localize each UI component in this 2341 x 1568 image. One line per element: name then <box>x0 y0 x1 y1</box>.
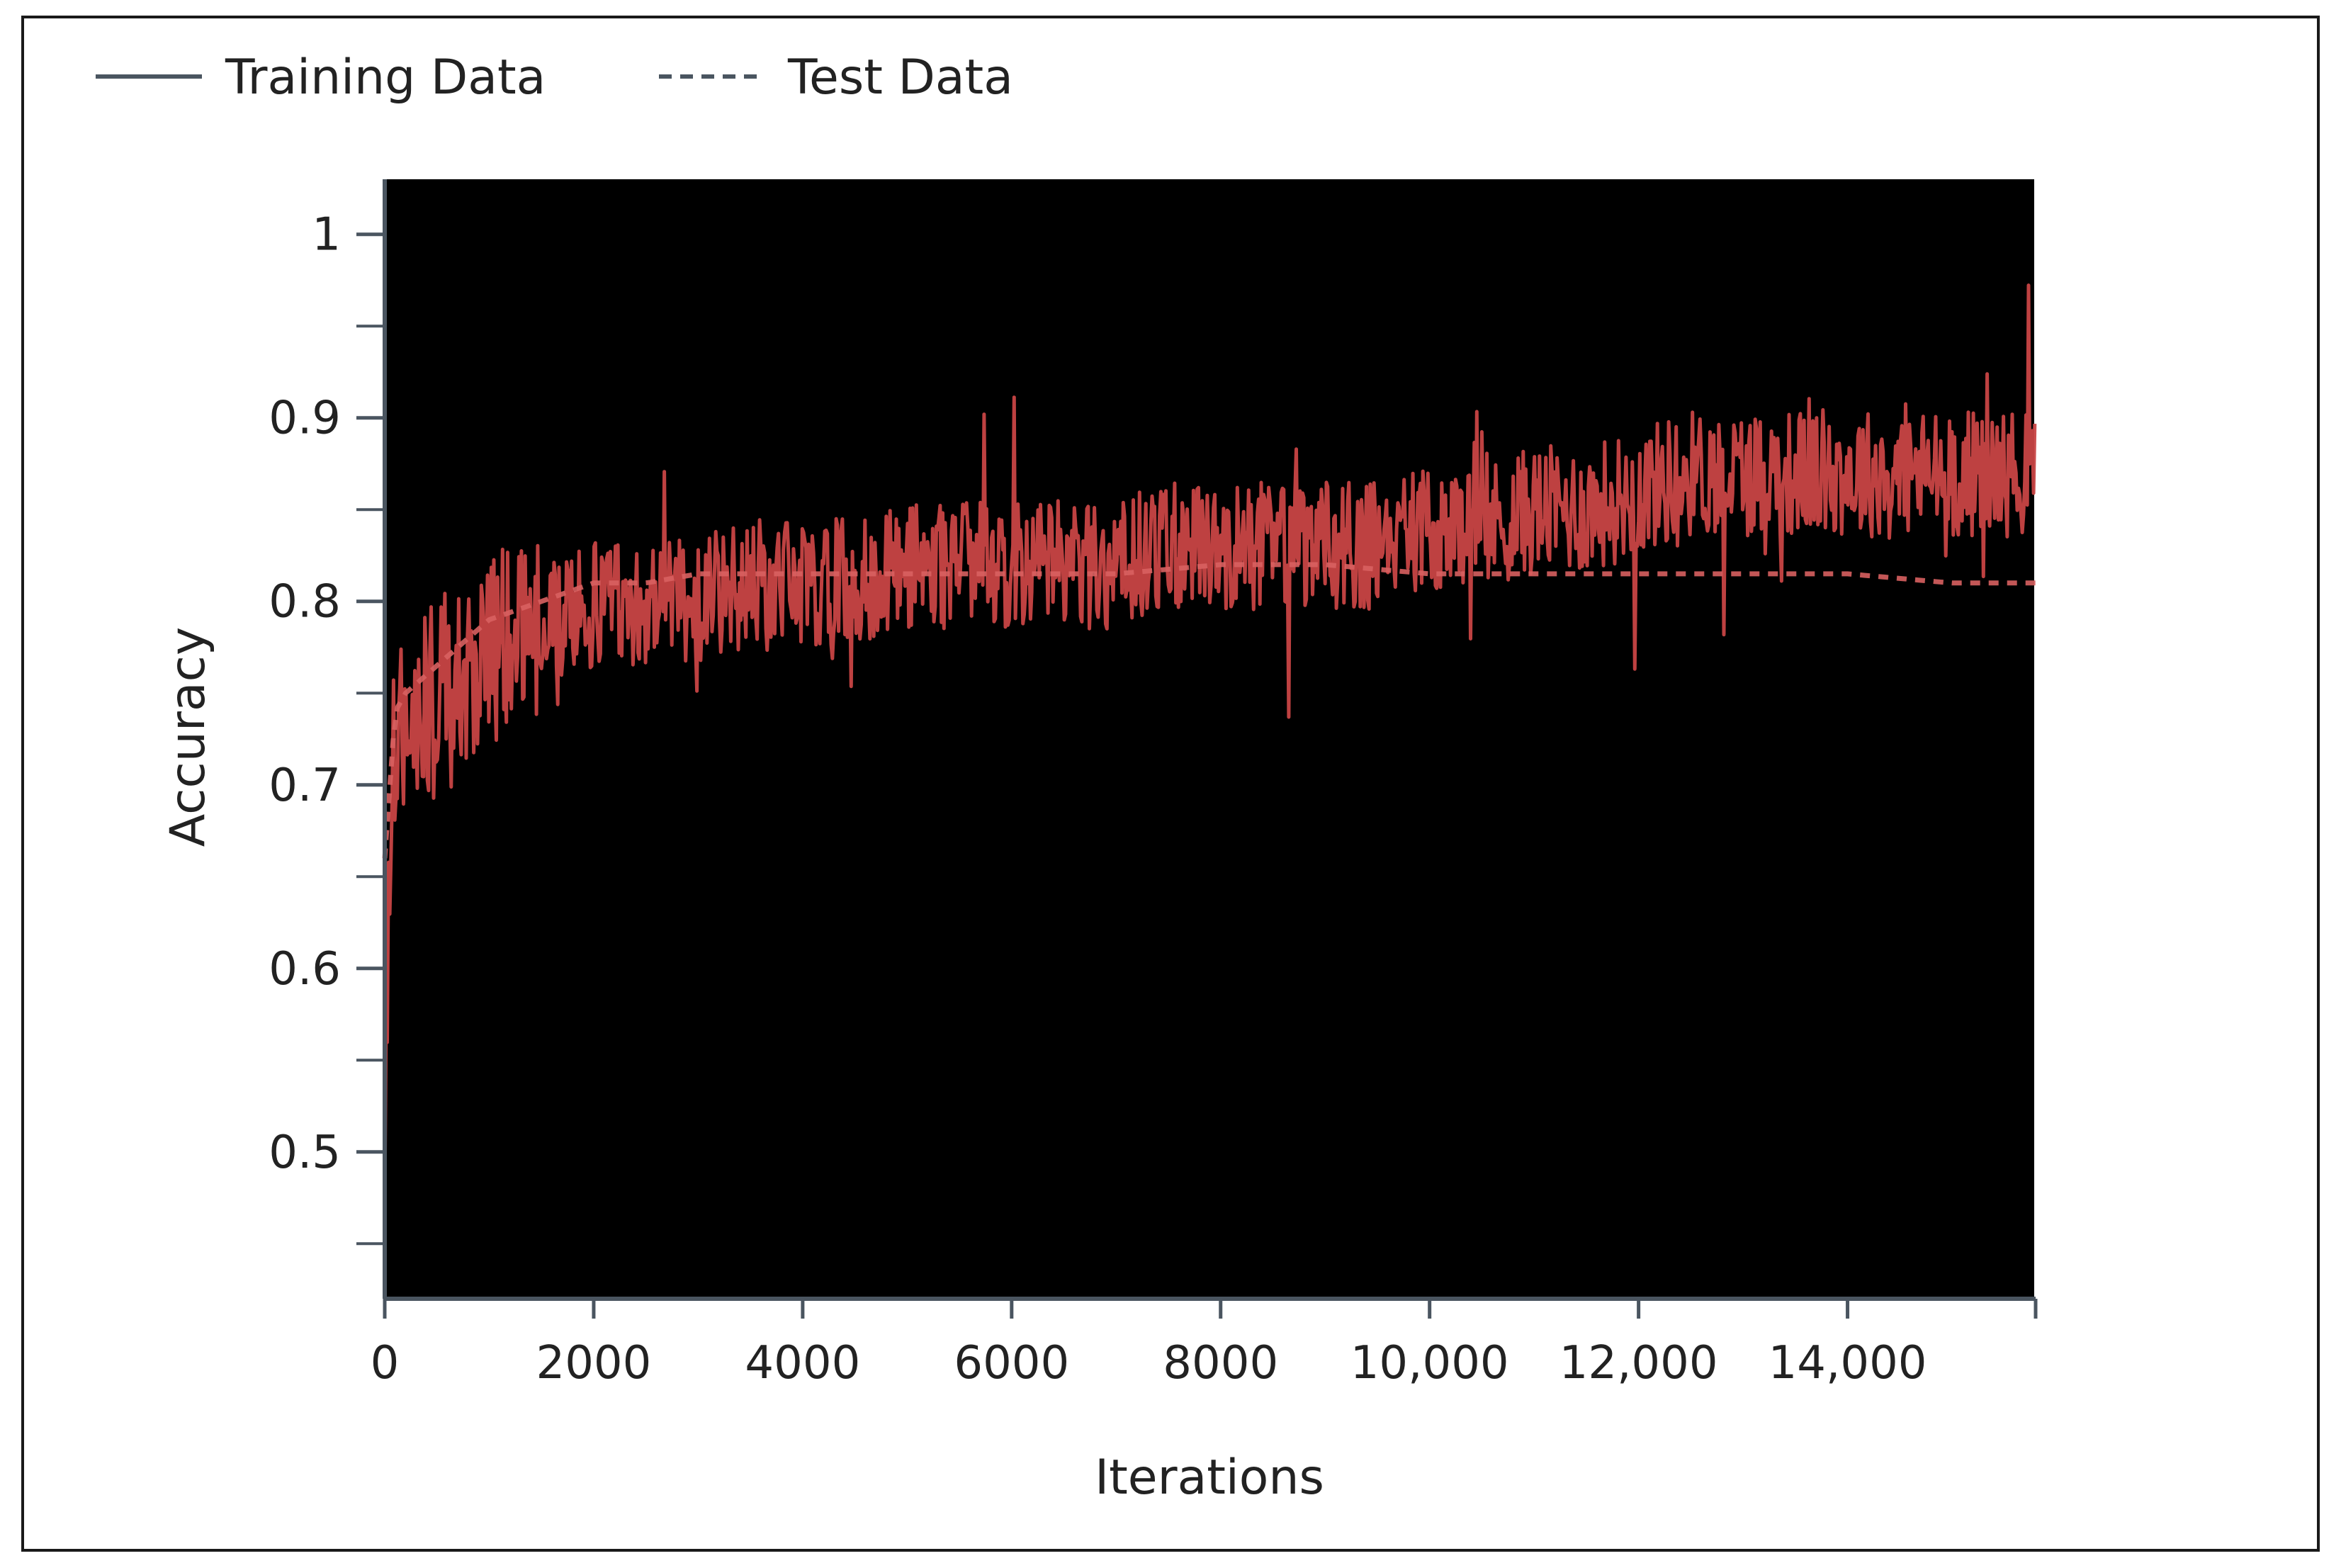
x-tick-label: 14,000 <box>1769 1337 1927 1389</box>
y-tick-label: 1 <box>312 209 341 261</box>
legend-label-test: Test Data <box>787 50 1013 106</box>
x-axis-title: Iterations <box>1095 1450 1324 1506</box>
x-tick-label: 6000 <box>954 1337 1069 1389</box>
figure-frame <box>21 16 2320 1552</box>
training-series-layer <box>383 283 2037 1207</box>
legend: Training Data Test Data <box>96 50 1013 106</box>
x-tick-label: 12,000 <box>1559 1337 1718 1389</box>
y-tick-label: 0.6 <box>269 943 341 995</box>
x-tick-label: 8000 <box>1163 1337 1278 1389</box>
y-tick-label: 0.9 <box>269 393 341 445</box>
y-tick-label: 0.8 <box>269 576 341 628</box>
x-tick-label: 4000 <box>745 1337 860 1389</box>
training-series-line <box>383 283 2037 1207</box>
legend-label-training: Training Data <box>225 50 546 106</box>
y-tick-label: 0.7 <box>269 760 341 812</box>
y-tick-label: 0.5 <box>269 1127 341 1179</box>
x-tick-label: 10,000 <box>1350 1337 1509 1389</box>
plot-area <box>385 179 2034 1299</box>
x-tick-label: 2000 <box>536 1337 651 1389</box>
x-ticks: 0 2000 4000 6000 8000 10,000 12,000 14,000 <box>371 1299 2038 1389</box>
y-ticks: 0.5 0.6 0.7 0.8 0.9 1 <box>269 209 385 1246</box>
x-tick-label: 0 <box>371 1337 400 1389</box>
y-axis-title: Accuracy <box>160 627 216 847</box>
